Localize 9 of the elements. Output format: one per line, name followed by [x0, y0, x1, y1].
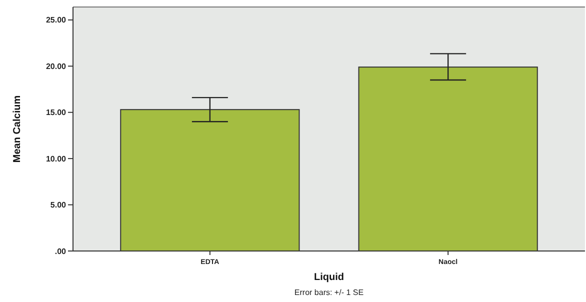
y-tick-label: 20.00 — [46, 62, 67, 71]
y-tick-label: 25.00 — [46, 16, 67, 25]
y-tick-label: 5.00 — [50, 200, 67, 210]
text: Error bars: +/- 1 SE — [294, 288, 364, 297]
y-axis-title: Mean Calcium — [12, 95, 23, 163]
y-tick-label: 10.00 — [46, 154, 67, 164]
y-tick-label: .00 — [54, 246, 67, 256]
y-tick-label: 15.00 — [46, 108, 67, 118]
x-axis-title: Liquid — [314, 272, 344, 283]
